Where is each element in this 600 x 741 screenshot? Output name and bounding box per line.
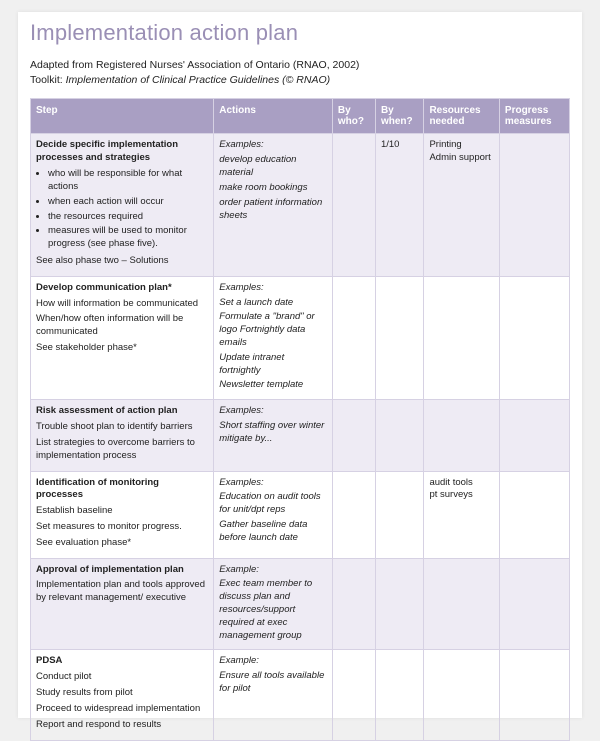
actions-item: make room bookings (219, 182, 327, 195)
cell-step: Identification of monitoring processes Es… (31, 471, 214, 558)
cell-actions: Example:Exec team member to discuss plan… (214, 558, 333, 650)
actions-item: Short staffing over winter mitigate by..… (219, 420, 327, 446)
col-by-who: By who? (332, 99, 375, 134)
cell-by-who (332, 276, 375, 400)
table-row: PDSA Conduct pilot Study results from pilo… (31, 650, 570, 740)
table-row: Risk assessment of action plan Trouble sh… (31, 400, 570, 471)
table-row: Decide specific implementation processes… (31, 134, 570, 276)
actions-label: Examples: (219, 477, 327, 490)
cell-actions: Examples:Education on audit tools for un… (214, 471, 333, 558)
cell-progress (499, 134, 569, 276)
actions-item: Exec team member to discuss plan and res… (219, 578, 327, 642)
document-page: Implementation action plan Adapted from … (18, 12, 582, 718)
cell-by-who (332, 400, 375, 471)
actions-item: Ensure all tools available for pilot (219, 670, 327, 696)
action-plan-table: Step Actions By who? By when? Resources … (30, 98, 570, 740)
step-line: Trouble shoot plan to identify barriers (36, 421, 208, 434)
col-actions: Actions (214, 99, 333, 134)
step-line: Implementation plan and tools approved b… (36, 579, 208, 605)
cell-by-when (375, 471, 424, 558)
cell-step: Risk assessment of action plan Trouble sh… (31, 400, 214, 471)
step-line: Proceed to widespread implementation (36, 703, 208, 716)
table-row: Approval of implementation plan Implement… (31, 558, 570, 650)
cell-progress (499, 276, 569, 400)
step-title: Develop communication plan* (36, 282, 208, 295)
step-line: See evaluation phase* (36, 537, 208, 550)
actions-label: Example: (219, 564, 327, 577)
cell-by-when (375, 276, 424, 400)
cell-resources (424, 276, 499, 400)
step-title: Risk assessment of action plan (36, 405, 208, 418)
cell-actions: Example: Ensure all tools available for p… (214, 650, 333, 740)
col-step: Step (31, 99, 214, 134)
intro-line-2-prefix: Toolkit: (30, 74, 66, 86)
step-line: Establish baseline (36, 505, 208, 518)
cell-step: PDSA Conduct pilot Study results from pilo… (31, 650, 214, 740)
cell-progress (499, 471, 569, 558)
step-bullet: when each action will occur (48, 196, 208, 209)
step-line: See stakeholder phase* (36, 342, 208, 355)
cell-step: Develop communication plan* How will info… (31, 276, 214, 400)
actions-item: Newsletter template (219, 379, 327, 392)
step-footer: See also phase two – Solutions (36, 255, 208, 268)
actions-label: Examples: (219, 282, 327, 295)
cell-progress (499, 400, 569, 471)
table-row: Identification of monitoring processes Es… (31, 471, 570, 558)
cell-progress (499, 558, 569, 650)
intro-line-2-italic: Implementation of Clinical Practice Guid… (66, 74, 331, 86)
actions-label: Examples: (219, 139, 327, 152)
cell-by-who (332, 650, 375, 740)
step-title: Approval of implementation plan (36, 564, 208, 577)
table-row: Develop communication plan* How will info… (31, 276, 570, 400)
col-progress: Progress measures (499, 99, 569, 134)
col-by-when: By when? (375, 99, 424, 134)
step-line: How will information be communicated (36, 298, 208, 311)
cell-actions: Examples: develop education material make … (214, 134, 333, 276)
step-line: When/how often information will be commu… (36, 313, 208, 339)
step-bullet: measures will be used to monitor progres… (48, 225, 208, 251)
actions-label: Example: (219, 655, 327, 668)
cell-actions: Examples: Set a launch dateFormulate a "b… (214, 276, 333, 400)
cell-step: Approval of implementation plan Implement… (31, 558, 214, 650)
step-title: Identification of monitoring processes (36, 477, 208, 503)
cell-by-when (375, 558, 424, 650)
cell-resources: PrintingAdmin support (424, 134, 499, 276)
intro-line-1: Adapted from Registered Nurses' Associat… (30, 59, 359, 71)
step-bullet: who will be responsible for what actions (48, 168, 208, 194)
step-line: Conduct pilot (36, 671, 208, 684)
cell-by-when (375, 650, 424, 740)
cell-by-when: 1/10 (375, 134, 424, 276)
page-title: Implementation action plan (30, 20, 570, 46)
actions-label: Examples: (219, 405, 327, 418)
step-bullet: the resources required (48, 211, 208, 224)
cell-by-when (375, 400, 424, 471)
cell-resources: audit toolspt surveys (424, 471, 499, 558)
actions-item: Gather baseline data before launch date (219, 519, 327, 545)
actions-item: develop education material (219, 154, 327, 180)
table-header-row: Step Actions By who? By when? Resources … (31, 99, 570, 134)
col-resources: Resources needed (424, 99, 499, 134)
cell-by-who (332, 558, 375, 650)
actions-item: Education on audit tools for unit/dpt re… (219, 491, 327, 517)
actions-item: Formulate a "brand" or logo Fortnightly … (219, 311, 327, 349)
step-title: Decide specific implementation processes… (36, 139, 208, 165)
cell-by-who (332, 134, 375, 276)
actions-item: Set a launch date (219, 297, 327, 310)
cell-resources (424, 650, 499, 740)
cell-resources (424, 400, 499, 471)
cell-progress (499, 650, 569, 740)
actions-item: order patient information sheets (219, 197, 327, 223)
cell-resources (424, 558, 499, 650)
step-bullets: who will be responsible for what actions… (36, 168, 208, 251)
cell-by-who (332, 471, 375, 558)
step-line: Set measures to monitor progress. (36, 521, 208, 534)
step-line: Study results from pilot (36, 687, 208, 700)
table-body: Decide specific implementation processes… (31, 134, 570, 740)
step-line: List strategies to overcome barriers to … (36, 437, 208, 463)
cell-step: Decide specific implementation processes… (31, 134, 214, 276)
intro-block: Adapted from Registered Nurses' Associat… (30, 58, 570, 88)
step-title: PDSA (36, 655, 208, 668)
cell-actions: Examples: Short staffing over winter miti… (214, 400, 333, 471)
actions-item: Update intranet fortnightly (219, 352, 327, 378)
